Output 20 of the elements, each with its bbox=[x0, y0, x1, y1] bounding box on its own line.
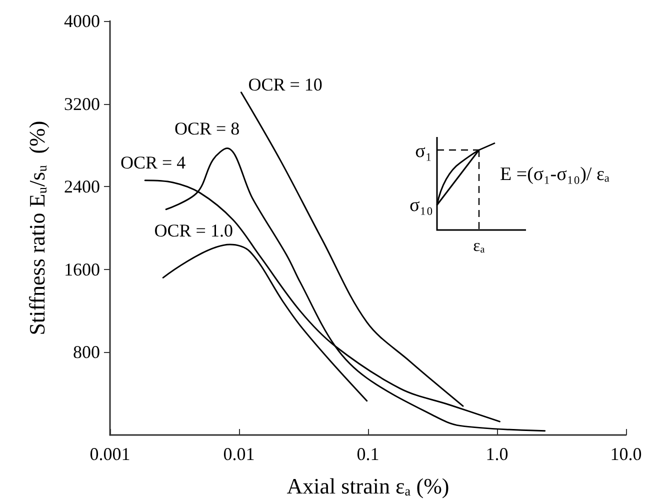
series-label: OCR = 10 bbox=[248, 74, 322, 94]
y-tick-label: 3200 bbox=[64, 94, 100, 114]
series-label: OCR = 8 bbox=[174, 118, 240, 138]
x-tick-label: 0.1 bbox=[356, 444, 380, 464]
x-tick-label: 1.0 bbox=[486, 444, 508, 464]
series-label: OCR = 1.0 bbox=[154, 220, 233, 241]
y-tick-label: 2400 bbox=[64, 176, 100, 197]
annotation: εₐ bbox=[473, 236, 486, 255]
y-axis-title: Stiffness ratio Eᵤ/sᵤ (%) bbox=[24, 120, 50, 336]
y-tick-label: 800 bbox=[73, 342, 100, 362]
x-tick-label: 10.0 bbox=[610, 444, 642, 464]
x-axis-title: Axial strain εₐ (%) bbox=[286, 474, 450, 498]
x-tick-label: 0.01 bbox=[223, 444, 255, 464]
annotation: σ₁ bbox=[415, 141, 432, 162]
y-tick-label: 1600 bbox=[64, 259, 100, 280]
x-tick-label: 0.001 bbox=[90, 444, 130, 464]
y-tick-label: 4000 bbox=[64, 11, 100, 31]
annotation: σ₁₀ bbox=[410, 195, 433, 216]
annotation: E =(σ₁-σ₁₀)/ εₐ bbox=[500, 164, 610, 185]
series-label: OCR = 4 bbox=[120, 152, 186, 172]
